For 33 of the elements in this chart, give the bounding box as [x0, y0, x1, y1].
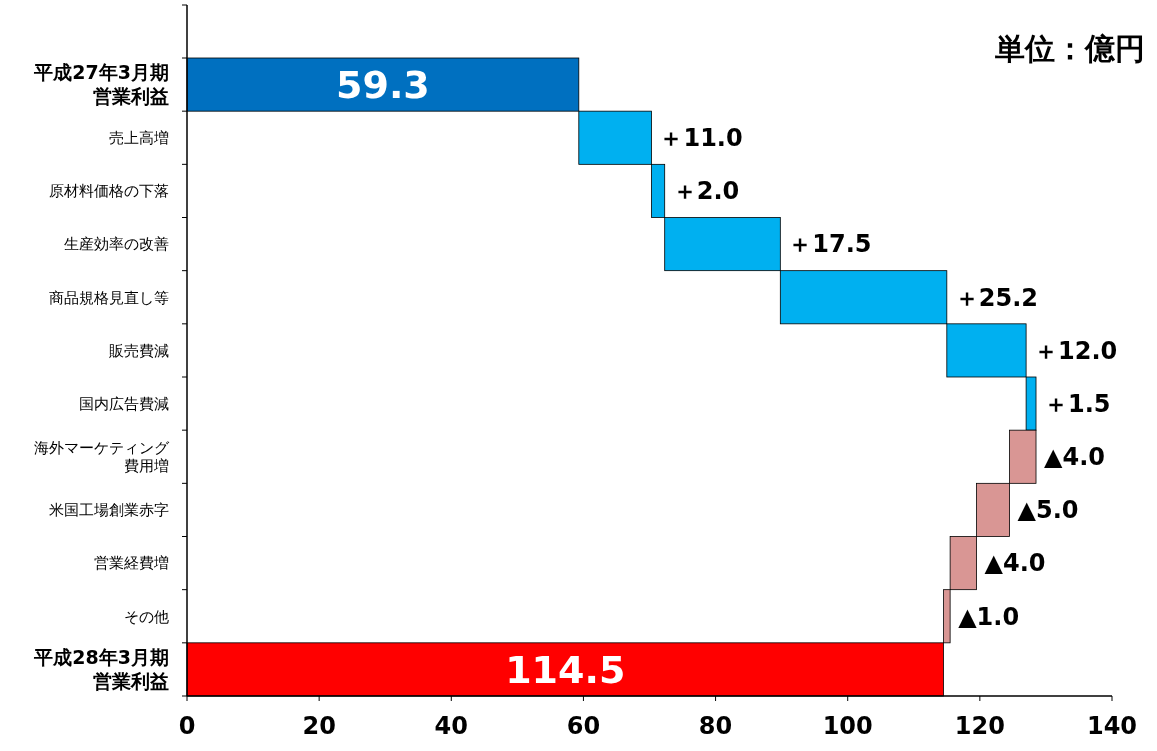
- y-tick-label: 商品規格見直し等: [49, 288, 169, 307]
- data-label: ＋1.5: [1044, 389, 1111, 418]
- y-tick-label: その他: [124, 607, 169, 626]
- data-label: ＋25.2: [954, 283, 1039, 312]
- data-label: ▲5.0: [1017, 496, 1079, 525]
- annotation: 単位：億円: [995, 30, 1145, 66]
- data-label: ▲4.0: [1044, 443, 1105, 472]
- data-label: ＋11.0: [659, 124, 743, 153]
- y-tick-label: 販売費減: [109, 341, 169, 360]
- y-tick-label: 平成28年3月期営業利益: [33, 646, 169, 692]
- data-label: ＋12.0: [1034, 336, 1118, 365]
- x-tick-label: 20: [302, 712, 336, 741]
- y-tick-label: 生産効率の改善: [64, 235, 169, 254]
- x-tick-label: 100: [822, 712, 873, 741]
- x-tick-label: 40: [434, 712, 468, 741]
- x-tick-label: 120: [954, 712, 1005, 741]
- y-tick-label: 米国工場創業赤字: [49, 501, 169, 520]
- x-tick-label: 80: [698, 712, 733, 741]
- y-tick-label: 売上高増: [109, 129, 169, 147]
- data-label: ＋17.5: [788, 230, 872, 259]
- data-label: ▲4.0: [984, 549, 1046, 578]
- y-tick-label: 国内広告費減: [79, 394, 169, 413]
- x-tick-label: 140: [1086, 712, 1138, 741]
- data-label: 114.5: [505, 647, 626, 692]
- data-label: ▲1.0: [958, 602, 1020, 631]
- x-tick-label: 0: [178, 712, 196, 741]
- y-tick-label: 営業経費増: [94, 554, 169, 573]
- y-tick-label: 海外マーケティング費用増: [34, 438, 170, 476]
- data-label: ＋2.0: [672, 177, 740, 206]
- x-tick-label: 60: [566, 712, 601, 741]
- y-tick-label: 原材料価格の下落: [49, 182, 169, 201]
- y-tick-label: 平成27年3月期営業利益: [33, 61, 169, 108]
- data-label: 59.3: [336, 62, 430, 107]
